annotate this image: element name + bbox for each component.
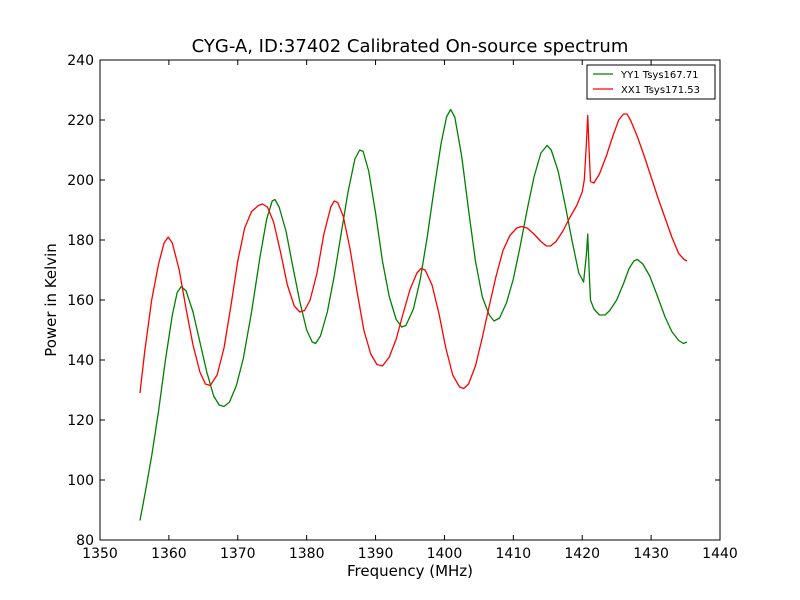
x-axis-label: Frequency (MHz): [347, 562, 473, 580]
legend-label-1: XX1 Tsys171.53: [621, 85, 700, 96]
x-tick-label: 1410: [496, 546, 532, 562]
y-tick-label: 160: [67, 293, 94, 309]
chart-title: CYG-A, ID:37402 Calibrated On-source spe…: [192, 36, 629, 57]
x-tick-label: 1400: [427, 546, 463, 562]
x-tick-label: 1440: [702, 546, 738, 562]
x-tick-label: 1380: [289, 546, 325, 562]
x-tick-label: 1420: [564, 546, 600, 562]
series-line-0: [139, 108, 688, 521]
legend-label-0: YY1 Tsys167.71: [620, 70, 699, 81]
series-line-1: [139, 113, 688, 394]
x-tick-label: 1360: [151, 546, 187, 562]
y-tick-label: 220: [67, 113, 94, 129]
x-tick-label: 1390: [358, 546, 394, 562]
y-tick-label: 100: [67, 473, 94, 489]
x-tick-label: 1430: [633, 546, 669, 562]
y-tick-label: 200: [67, 173, 94, 189]
x-tick-label: 1370: [220, 546, 256, 562]
y-tick-label: 120: [67, 413, 94, 429]
y-tick-label: 140: [67, 353, 94, 369]
y-axis-label: Power in Kelvin: [42, 243, 60, 357]
plot-area: 1350 1360 1370 1380 1390 1400 1410 1420 1430 1440…: [67, 53, 738, 562]
y-tick-label: 80: [76, 533, 94, 549]
legend-box: [586, 64, 716, 100]
y-tick-label: 240: [67, 53, 94, 69]
legend: YY1 Tsys167.71 XX1 Tsys171.53: [586, 64, 716, 100]
plot-frame: [99, 59, 721, 541]
y-tick-label: 180: [67, 233, 94, 249]
x-tick-label: 1350: [82, 546, 118, 562]
